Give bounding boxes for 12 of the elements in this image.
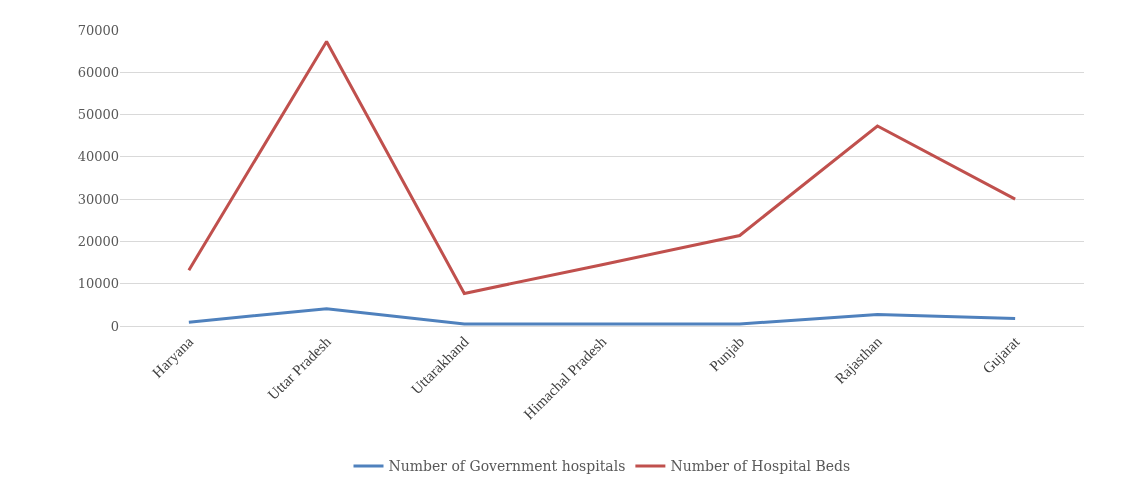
y-tick-label: 50000 bbox=[77, 107, 119, 123]
line-series bbox=[187, 39, 1017, 295]
y-tick-label: 60000 bbox=[77, 64, 119, 80]
y-tick-label: 20000 bbox=[77, 233, 119, 249]
y-tick-label: 70000 bbox=[77, 22, 119, 38]
y-tick-label: 40000 bbox=[77, 149, 119, 165]
legend-label: Number of Government hospitals bbox=[388, 458, 626, 475]
legend-label: Number of Hospital Beds bbox=[670, 458, 851, 475]
y-tick-label: 30000 bbox=[77, 191, 119, 207]
y-tick-label: 0 bbox=[110, 318, 119, 334]
line-series bbox=[187, 307, 1017, 326]
y-tick-label: 10000 bbox=[77, 276, 119, 292]
